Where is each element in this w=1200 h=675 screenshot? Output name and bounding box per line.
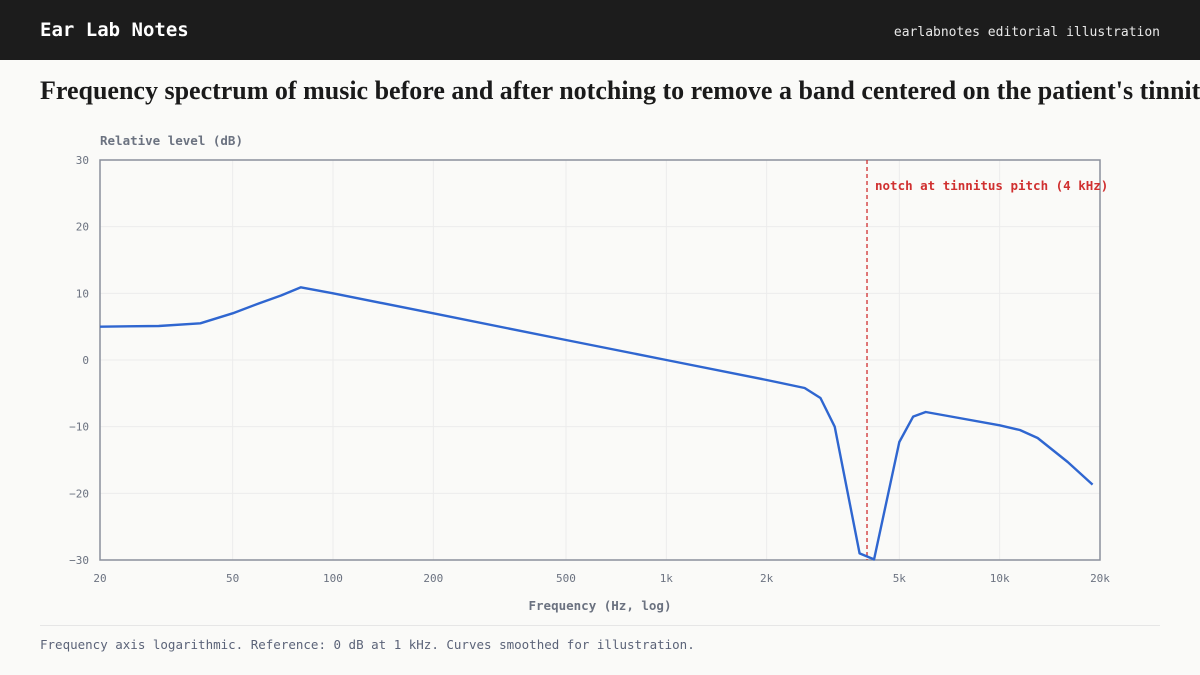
x-tick-label: 5k bbox=[893, 572, 907, 585]
x-tick-label: 20 bbox=[93, 572, 106, 585]
y-tick-label: 30 bbox=[76, 154, 89, 167]
y-tick-label: 0 bbox=[82, 354, 89, 367]
y-tick-label: −10 bbox=[69, 421, 89, 434]
x-tick-label: 10k bbox=[990, 572, 1010, 585]
brand: Ear Lab Notes bbox=[40, 19, 189, 41]
x-axis-label: Frequency (Hz, log) bbox=[529, 598, 672, 613]
y-tick-label: 20 bbox=[76, 221, 89, 234]
x-tick-label: 500 bbox=[556, 572, 576, 585]
plot-frame bbox=[99, 159, 1101, 561]
divider bbox=[40, 625, 1160, 626]
tagline: earlabnotes editorial illustration bbox=[893, 25, 1160, 40]
top-bar: Ear Lab Notes earlabnotes editorial illu… bbox=[0, 0, 1200, 60]
x-tick-label: 50 bbox=[226, 572, 239, 585]
y-tick-label: 10 bbox=[76, 287, 89, 300]
annotation-label: notch at tinnitus pitch (4 kHz) bbox=[875, 178, 1108, 193]
series-line bbox=[99, 286, 1094, 561]
x-tick-label: 1k bbox=[660, 572, 674, 585]
y-axis-label: Relative level (dB) bbox=[100, 133, 243, 148]
footer-note: Frequency axis logarithmic. Reference: 0… bbox=[40, 637, 695, 652]
y-tick-label: −20 bbox=[69, 487, 89, 500]
x-tick-label: 2k bbox=[760, 572, 774, 585]
y-tick-label: −30 bbox=[69, 554, 89, 567]
x-tick-label: 100 bbox=[323, 572, 343, 585]
x-tick-label: 200 bbox=[423, 572, 443, 585]
x-tick-label: 20k bbox=[1090, 572, 1110, 585]
chart-title: Frequency spectrum of music before and a… bbox=[40, 76, 1200, 105]
chart: −30 −20 −10 0 10 20 30 20 50 100 200 500 1k 2k 5k 10k 20… bbox=[69, 133, 1110, 613]
